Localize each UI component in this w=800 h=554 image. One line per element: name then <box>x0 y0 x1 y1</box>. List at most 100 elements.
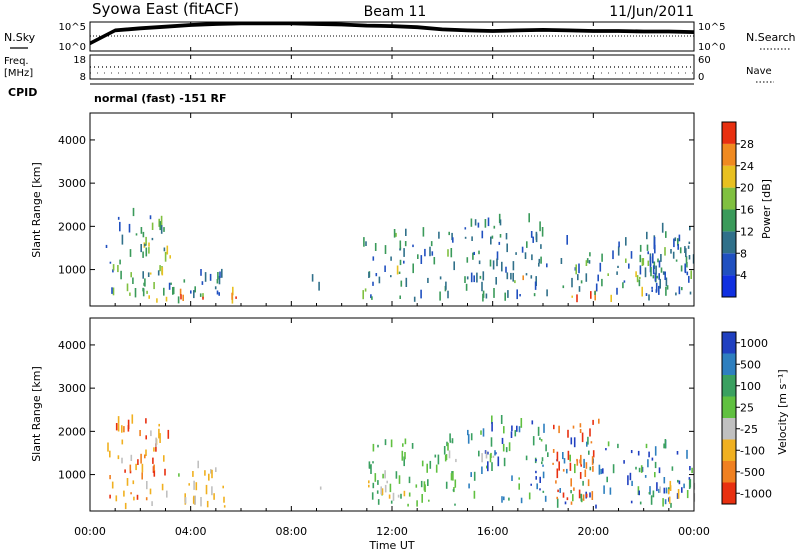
power-pixel <box>412 263 414 274</box>
power-pixel <box>644 267 647 278</box>
vel-pixel <box>541 461 543 465</box>
power-pixel <box>399 259 402 266</box>
vel-pixel <box>631 480 633 486</box>
power-pixel <box>515 252 517 255</box>
power-pixel <box>560 258 563 264</box>
power-pixel <box>477 222 480 228</box>
vel-pixel <box>435 464 438 473</box>
vel-pixel <box>194 495 196 505</box>
vel-pixel <box>535 476 537 480</box>
power-pixel <box>148 295 150 299</box>
vel-pixel <box>115 495 118 502</box>
vel-pixel <box>580 493 583 502</box>
vel-pixel <box>663 477 666 484</box>
vel-pixel <box>589 428 591 437</box>
power-pixel <box>688 255 691 260</box>
vel-pixel <box>573 437 576 448</box>
power-pixel <box>653 261 656 269</box>
vel-pixel <box>639 501 642 505</box>
power-pixel <box>664 247 666 256</box>
power-pixel <box>493 225 496 229</box>
power-pixel <box>470 218 473 227</box>
vel-pixel <box>485 450 488 459</box>
power-panel-frame <box>89 112 695 307</box>
vel-pixel <box>638 467 641 473</box>
vel-pixel <box>398 475 401 484</box>
power-pixel <box>111 287 113 294</box>
power-heatmap-data <box>105 207 695 304</box>
power-pixel <box>499 219 502 226</box>
vel-pixel <box>184 497 187 504</box>
power-pixel <box>142 288 145 297</box>
vel-pixel <box>552 449 555 453</box>
vel-pixel <box>492 455 495 458</box>
power-pixel <box>148 247 150 254</box>
vel-pixel <box>663 443 665 449</box>
vel-pixel <box>668 496 671 504</box>
power-pixel <box>130 272 132 278</box>
power-pixel <box>670 249 672 254</box>
vel-pixel <box>688 477 691 480</box>
power-pixel <box>163 287 165 296</box>
vel-pixel <box>591 456 594 465</box>
vel-pixel <box>606 476 608 483</box>
vel-pixel <box>408 476 411 484</box>
vel-pixel <box>664 499 667 505</box>
vel-pixel <box>511 425 513 432</box>
power-pixel <box>160 215 163 226</box>
vel-pixel <box>197 460 199 469</box>
power-pixel <box>146 290 148 294</box>
vel-pixel <box>603 485 605 494</box>
vel-pixel <box>372 443 375 452</box>
vel-pixel <box>111 481 114 489</box>
power-pixel <box>595 283 598 292</box>
vel-pixel <box>437 454 440 465</box>
vel-pixel <box>384 470 386 479</box>
vel-pixel <box>671 466 674 471</box>
vel-pixel <box>530 483 532 486</box>
power-pixel <box>653 236 656 245</box>
vel-pixel <box>567 450 570 460</box>
vel-pixel <box>558 461 560 471</box>
vel-pixel <box>495 452 497 455</box>
vel-pixel <box>377 444 379 448</box>
vel-pixel <box>421 460 424 467</box>
vel-pixel <box>502 443 505 452</box>
vel-pixel <box>454 503 456 506</box>
power-pixel <box>661 222 664 233</box>
vel-pixel <box>598 464 601 475</box>
power-pixel <box>639 254 642 263</box>
power-pixel <box>578 263 580 274</box>
vel-pixel <box>602 468 604 474</box>
nsearch-tick-top: 10^5 <box>698 22 725 33</box>
power-pixel <box>481 230 484 239</box>
vel-pixel <box>491 422 493 432</box>
power-pixel <box>566 235 568 245</box>
power-pixel <box>112 269 114 273</box>
velocity-colorbar-label: Velocity [m s⁻¹] <box>776 369 789 454</box>
power-pixel <box>686 262 688 268</box>
power-pixel <box>597 274 599 282</box>
power-pixel <box>420 255 423 264</box>
power-pixel <box>594 290 596 301</box>
vel-pixel <box>647 459 649 468</box>
vel-pixel <box>178 473 180 477</box>
power-pixel <box>474 219 477 226</box>
power-pixel <box>686 271 689 276</box>
power-pixel <box>199 293 202 297</box>
vel-pixel <box>150 430 152 437</box>
vel-pixel <box>539 488 541 491</box>
power-pixel <box>466 257 469 263</box>
power-pixel <box>159 221 161 231</box>
power-pixel <box>588 260 591 264</box>
vel-pixel <box>109 450 111 458</box>
power-pixel <box>109 261 112 264</box>
power-pixel <box>491 235 494 239</box>
power-pixel <box>438 231 440 239</box>
vel-pixel <box>540 439 543 442</box>
vel-pixel <box>640 465 643 473</box>
vel-pixel <box>677 489 680 499</box>
y-tick-label: 1000 <box>58 264 86 277</box>
vel-pixel <box>404 438 407 445</box>
vel-pixel <box>490 437 493 447</box>
